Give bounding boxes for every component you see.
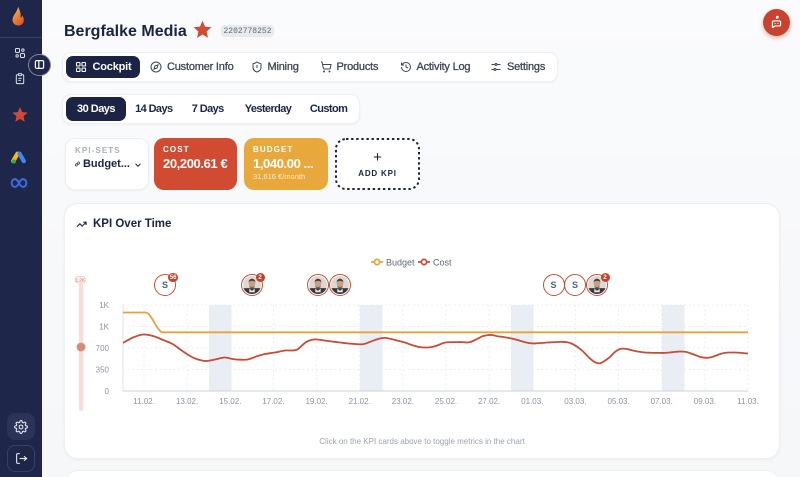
svg-text:23.02.: 23.02.: [392, 397, 414, 406]
svg-text:09.03.: 09.03.: [694, 397, 716, 406]
svg-text:11.03.: 11.03.: [737, 397, 759, 406]
svg-text:350: 350: [96, 366, 110, 375]
svg-text:07.03.: 07.03.: [651, 397, 673, 406]
svg-text:Budget: Budget: [386, 258, 415, 268]
svg-text:17.02.: 17.02.: [262, 397, 284, 406]
svg-text:15.02.: 15.02.: [219, 397, 241, 406]
svg-text:1K: 1K: [99, 301, 109, 310]
svg-text:13.02.: 13.02.: [176, 397, 198, 406]
svg-text:1.2K: 1.2K: [75, 278, 85, 283]
svg-text:1K: 1K: [99, 323, 109, 332]
svg-text:05.03.: 05.03.: [607, 397, 629, 406]
svg-text:19.02.: 19.02.: [305, 397, 327, 406]
svg-text:03.03.: 03.03.: [564, 397, 586, 406]
svg-text:01.03.: 01.03.: [521, 397, 543, 406]
svg-text:700: 700: [96, 344, 110, 353]
svg-text:21.02.: 21.02.: [349, 397, 371, 406]
svg-text:27.02.: 27.02.: [478, 397, 500, 406]
svg-text:Cost: Cost: [433, 258, 452, 268]
svg-text:0: 0: [105, 387, 110, 396]
svg-text:25.02.: 25.02.: [435, 397, 457, 406]
svg-text:11.02.: 11.02.: [133, 397, 155, 406]
